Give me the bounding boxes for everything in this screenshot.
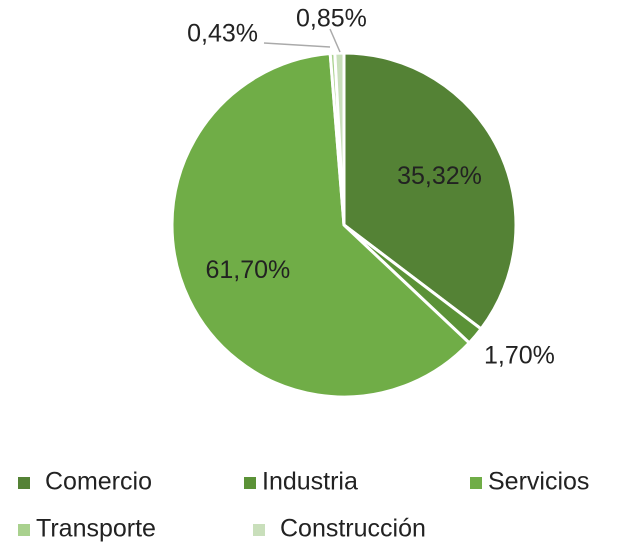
data-label: 35,32% (397, 162, 482, 190)
legend-label: Industria (262, 468, 358, 496)
leader-line (329, 28, 341, 53)
legend-label: Servicios (488, 468, 589, 496)
legend-label: Transporte (36, 515, 156, 543)
data-label: 61,70% (205, 256, 290, 284)
data-label: 1,70% (484, 342, 555, 370)
data-label: 0,85% (296, 5, 367, 33)
legend-swatch (244, 477, 256, 489)
legend-label: Comercio (45, 468, 152, 496)
legend-swatch (18, 477, 30, 489)
legend-label: Construcción (280, 515, 426, 543)
legend-swatch (18, 524, 30, 536)
pie-slice (342, 51, 518, 331)
legend-swatch (253, 524, 265, 536)
legend-swatch (470, 477, 482, 489)
pie-slice (170, 51, 472, 399)
data-label: 0,43% (187, 20, 258, 48)
pie-slice (333, 51, 346, 226)
leader-line (263, 42, 331, 48)
